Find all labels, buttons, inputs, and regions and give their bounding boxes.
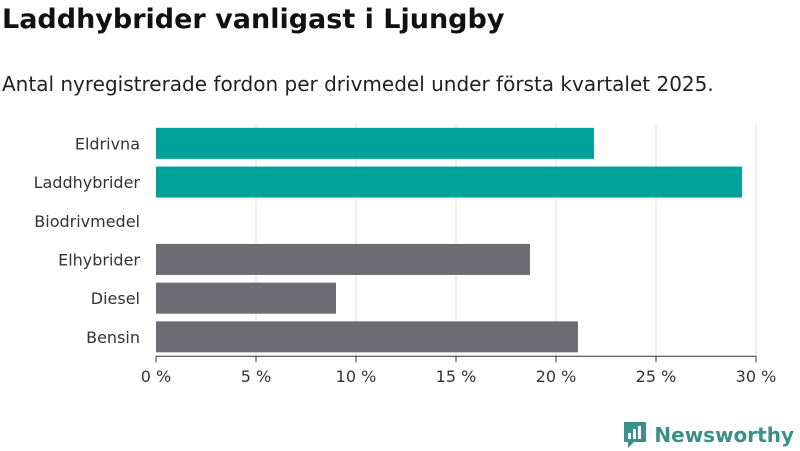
x-tick-label: 20 % <box>536 367 577 386</box>
bar-eldrivna <box>156 127 594 159</box>
category-labels: Eldrivna Laddhybrider Biodrivmedel Elhybrid… <box>34 134 141 347</box>
category-label: Biodrivmedel <box>34 212 140 231</box>
brand-name: Newsworthy <box>654 423 794 447</box>
category-label: Bensin <box>86 328 140 347</box>
bar-diesel <box>156 282 336 314</box>
category-label: Eldrivna <box>75 134 140 153</box>
grid-lines <box>255 124 757 357</box>
category-label: Elhybrider <box>58 250 140 269</box>
bar-bensin <box>156 321 578 353</box>
chart-subtitle: Antal nyregistrerade fordon per drivmede… <box>2 72 714 96</box>
x-tick-label: 0 % <box>141 367 171 386</box>
x-axis: 0 % 5 % 10 % 15 % 20 % 25 % 30 % <box>141 355 777 386</box>
x-tick-label: 30 % <box>736 367 777 386</box>
category-label: Laddhybrider <box>34 173 141 192</box>
category-label: Diesel <box>91 289 140 308</box>
x-tick-label: 5 % <box>241 367 271 386</box>
chart-title: Laddhybrider vanligast i Ljungby <box>2 4 505 35</box>
x-tick-label: 10 % <box>336 367 377 386</box>
x-tick-label: 15 % <box>436 367 477 386</box>
x-tick-label: 25 % <box>636 367 677 386</box>
bars <box>156 127 742 353</box>
bar-chart: 0 % 5 % 10 % 15 % 20 % 25 % 30 % Eldrivna Laddh… <box>34 124 777 386</box>
newsworthy-logo-icon <box>624 422 647 448</box>
bar-elhybrider <box>156 243 530 275</box>
bar-laddhybrider <box>156 166 742 198</box>
brand-logo: Newsworthy <box>622 419 794 451</box>
